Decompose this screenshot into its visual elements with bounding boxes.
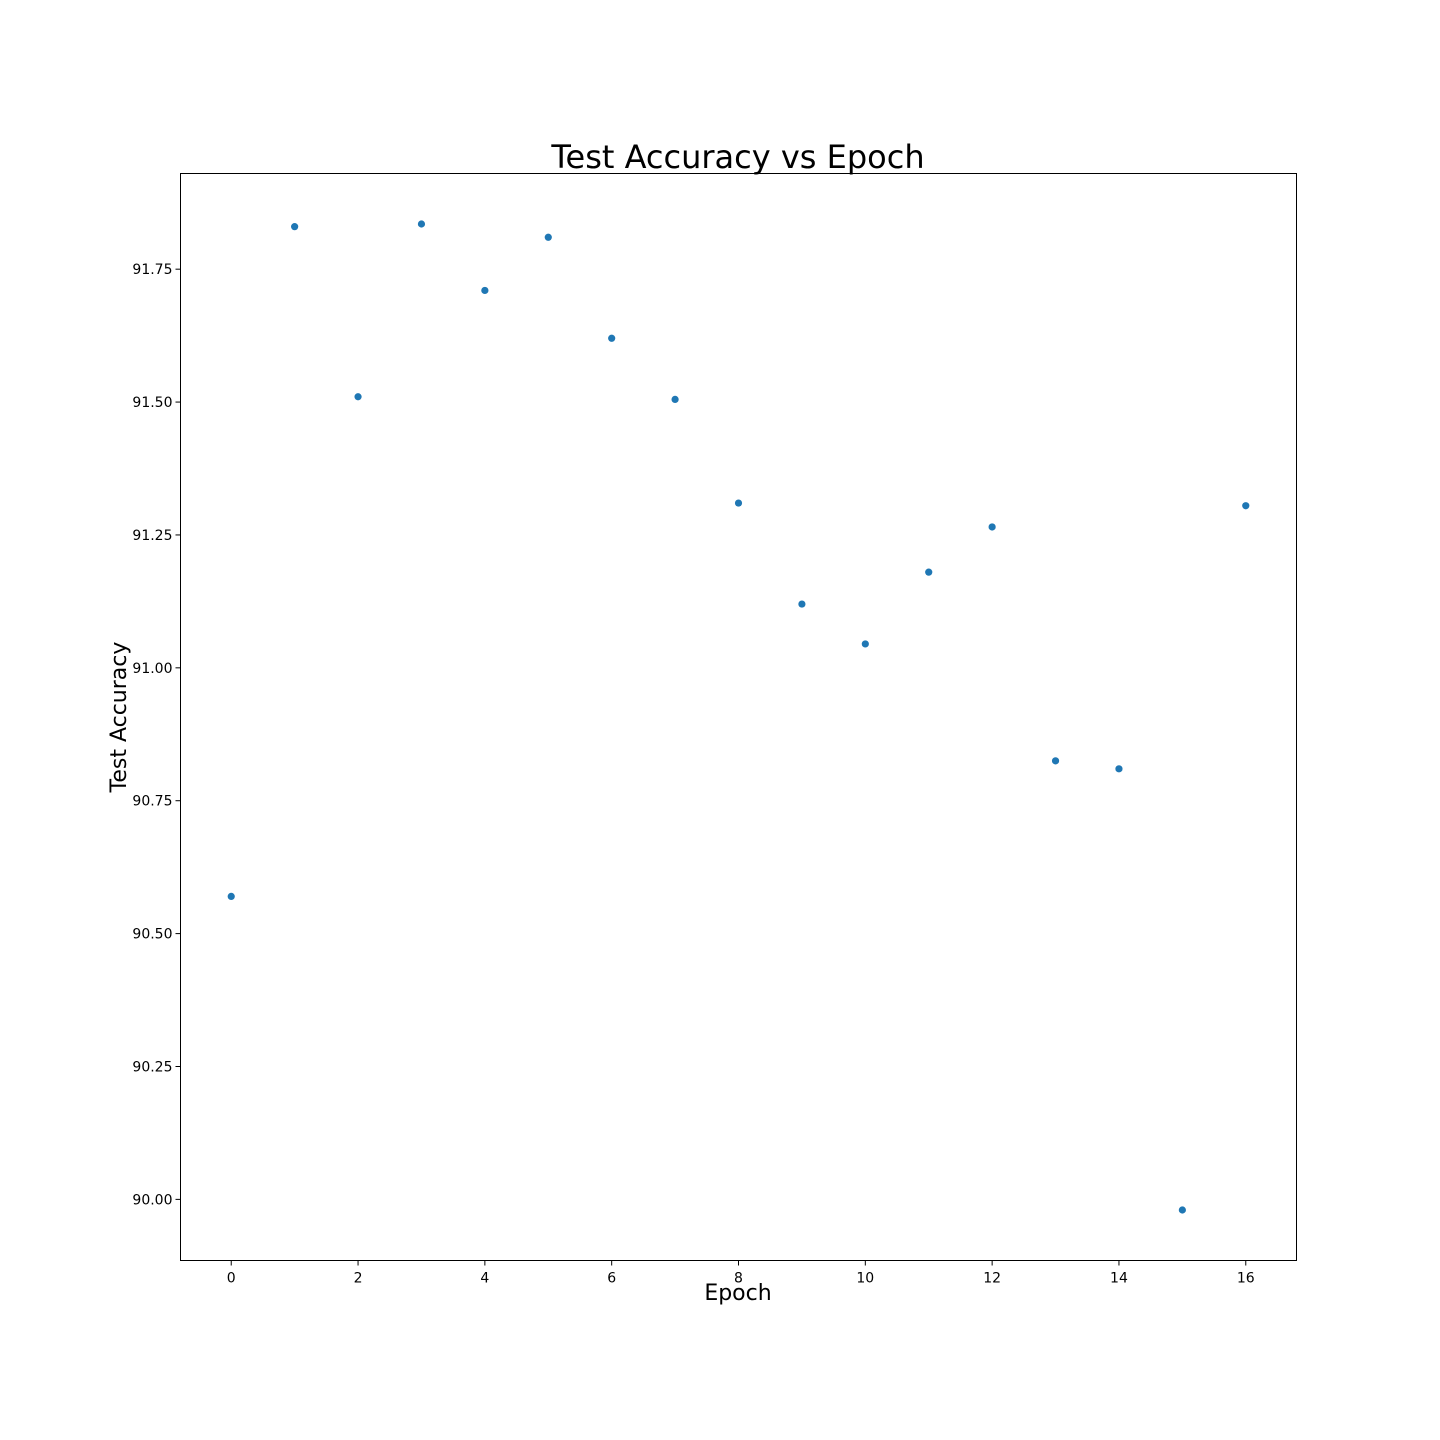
data-point [481,286,489,295]
y-tick-label: 90.25 [132,1059,172,1075]
y-axis-label: Test Accuracy [107,642,132,794]
data-point [544,233,552,241]
x-tick-label: 6 [607,1271,616,1287]
data-point [1051,757,1060,765]
plot-frame [180,173,1297,1261]
data-point [861,640,869,648]
x-tick-label: 4 [480,1271,489,1287]
y-tick-label: 90.75 [132,794,172,810]
data-point [608,334,616,342]
data-point [1178,1206,1186,1214]
data-point [417,220,426,228]
y-tick-label: 91.75 [132,262,172,278]
data-point [1115,765,1123,773]
x-tick-label: 8 [734,1271,743,1287]
y-tick-label: 90.50 [132,927,172,943]
x-tick-label: 16 [1237,1271,1255,1287]
data-point [925,568,933,576]
y-tick-label: 91.50 [132,395,172,411]
x-tick-label: 12 [983,1271,1001,1287]
x-axis-label: Epoch [704,1281,771,1306]
plot-area [180,173,1297,1261]
data-point [988,523,996,531]
y-tick-label: 91.00 [132,661,172,677]
data-point [354,393,362,401]
y-tick-label: 91.25 [132,528,172,544]
chart-title: Test Accuracy vs Epoch [550,138,924,176]
y-axis: 90.00 90.25 90.50 90.75 91.00 91.25 91.50 91.75 [132,262,181,1208]
data-point [671,395,679,404]
x-tick-label: 0 [227,1271,236,1287]
data-point [798,600,806,608]
data-point [227,892,235,900]
x-tick-label: 14 [1110,1271,1128,1287]
y-tick-label: 90.00 [132,1192,172,1208]
data-points [227,220,1250,1214]
data-point [734,499,743,507]
x-axis: 0 2 4 6 8 10 12 14 16 [227,1260,1255,1287]
x-tick-label: 2 [354,1271,363,1287]
data-point [291,223,299,231]
data-point [1242,502,1250,510]
x-tick-label: 10 [856,1271,874,1287]
